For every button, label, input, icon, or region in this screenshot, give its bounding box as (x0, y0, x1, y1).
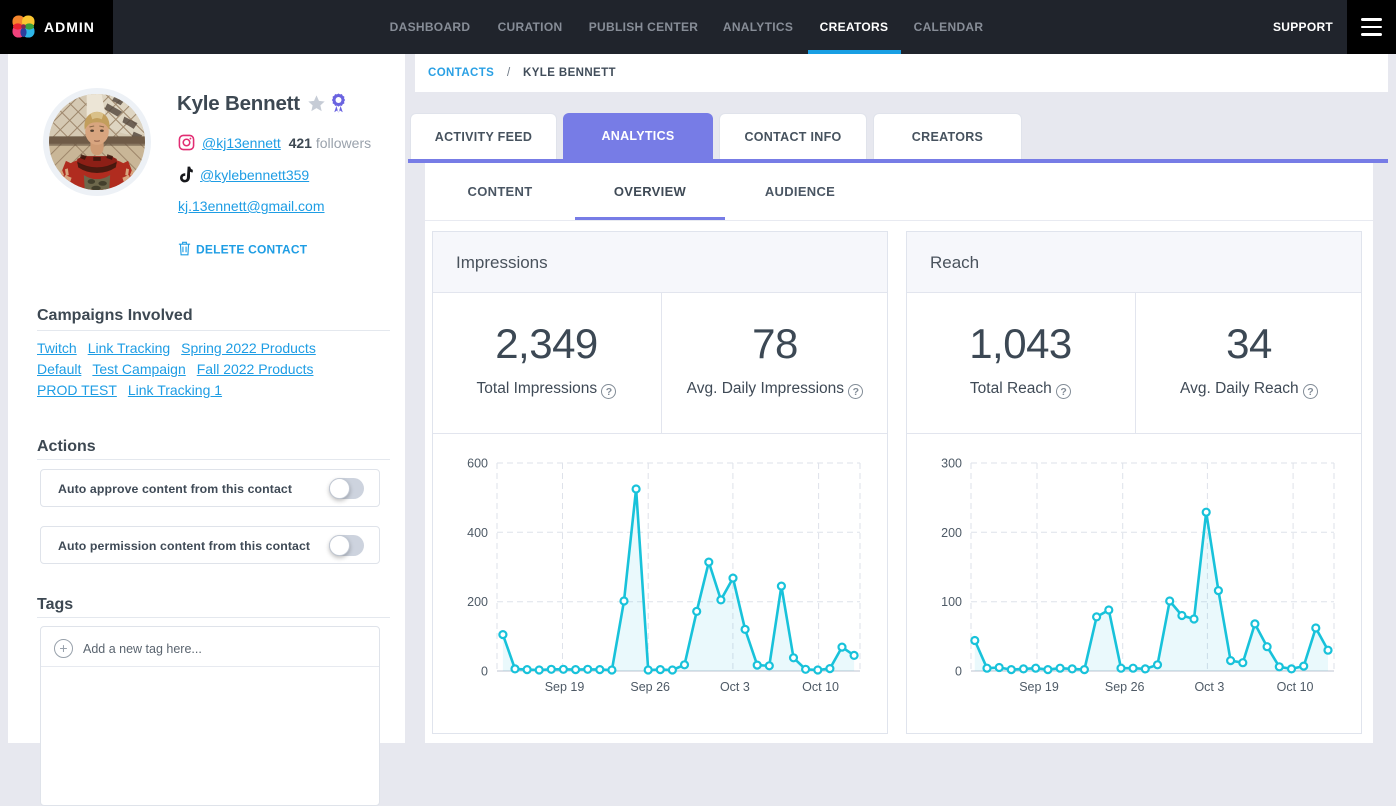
svg-text:300: 300 (941, 457, 962, 471)
svg-text:200: 200 (467, 595, 488, 609)
svg-text:Sep 19: Sep 19 (1019, 680, 1059, 694)
svg-text:Oct 3: Oct 3 (1194, 680, 1224, 694)
svg-text:Oct 10: Oct 10 (802, 680, 839, 694)
svg-text:Sep 26: Sep 26 (630, 680, 670, 694)
svg-text:200: 200 (941, 526, 962, 540)
svg-text:Oct 3: Oct 3 (720, 680, 750, 694)
svg-text:100: 100 (941, 595, 962, 609)
svg-text:Sep 19: Sep 19 (545, 680, 585, 694)
svg-text:Oct 10: Oct 10 (1277, 680, 1314, 694)
svg-text:0: 0 (955, 665, 962, 679)
svg-text:0: 0 (481, 665, 488, 679)
svg-text:600: 600 (467, 457, 488, 471)
svg-text:Sep 26: Sep 26 (1105, 680, 1145, 694)
svg-text:400: 400 (467, 526, 488, 540)
